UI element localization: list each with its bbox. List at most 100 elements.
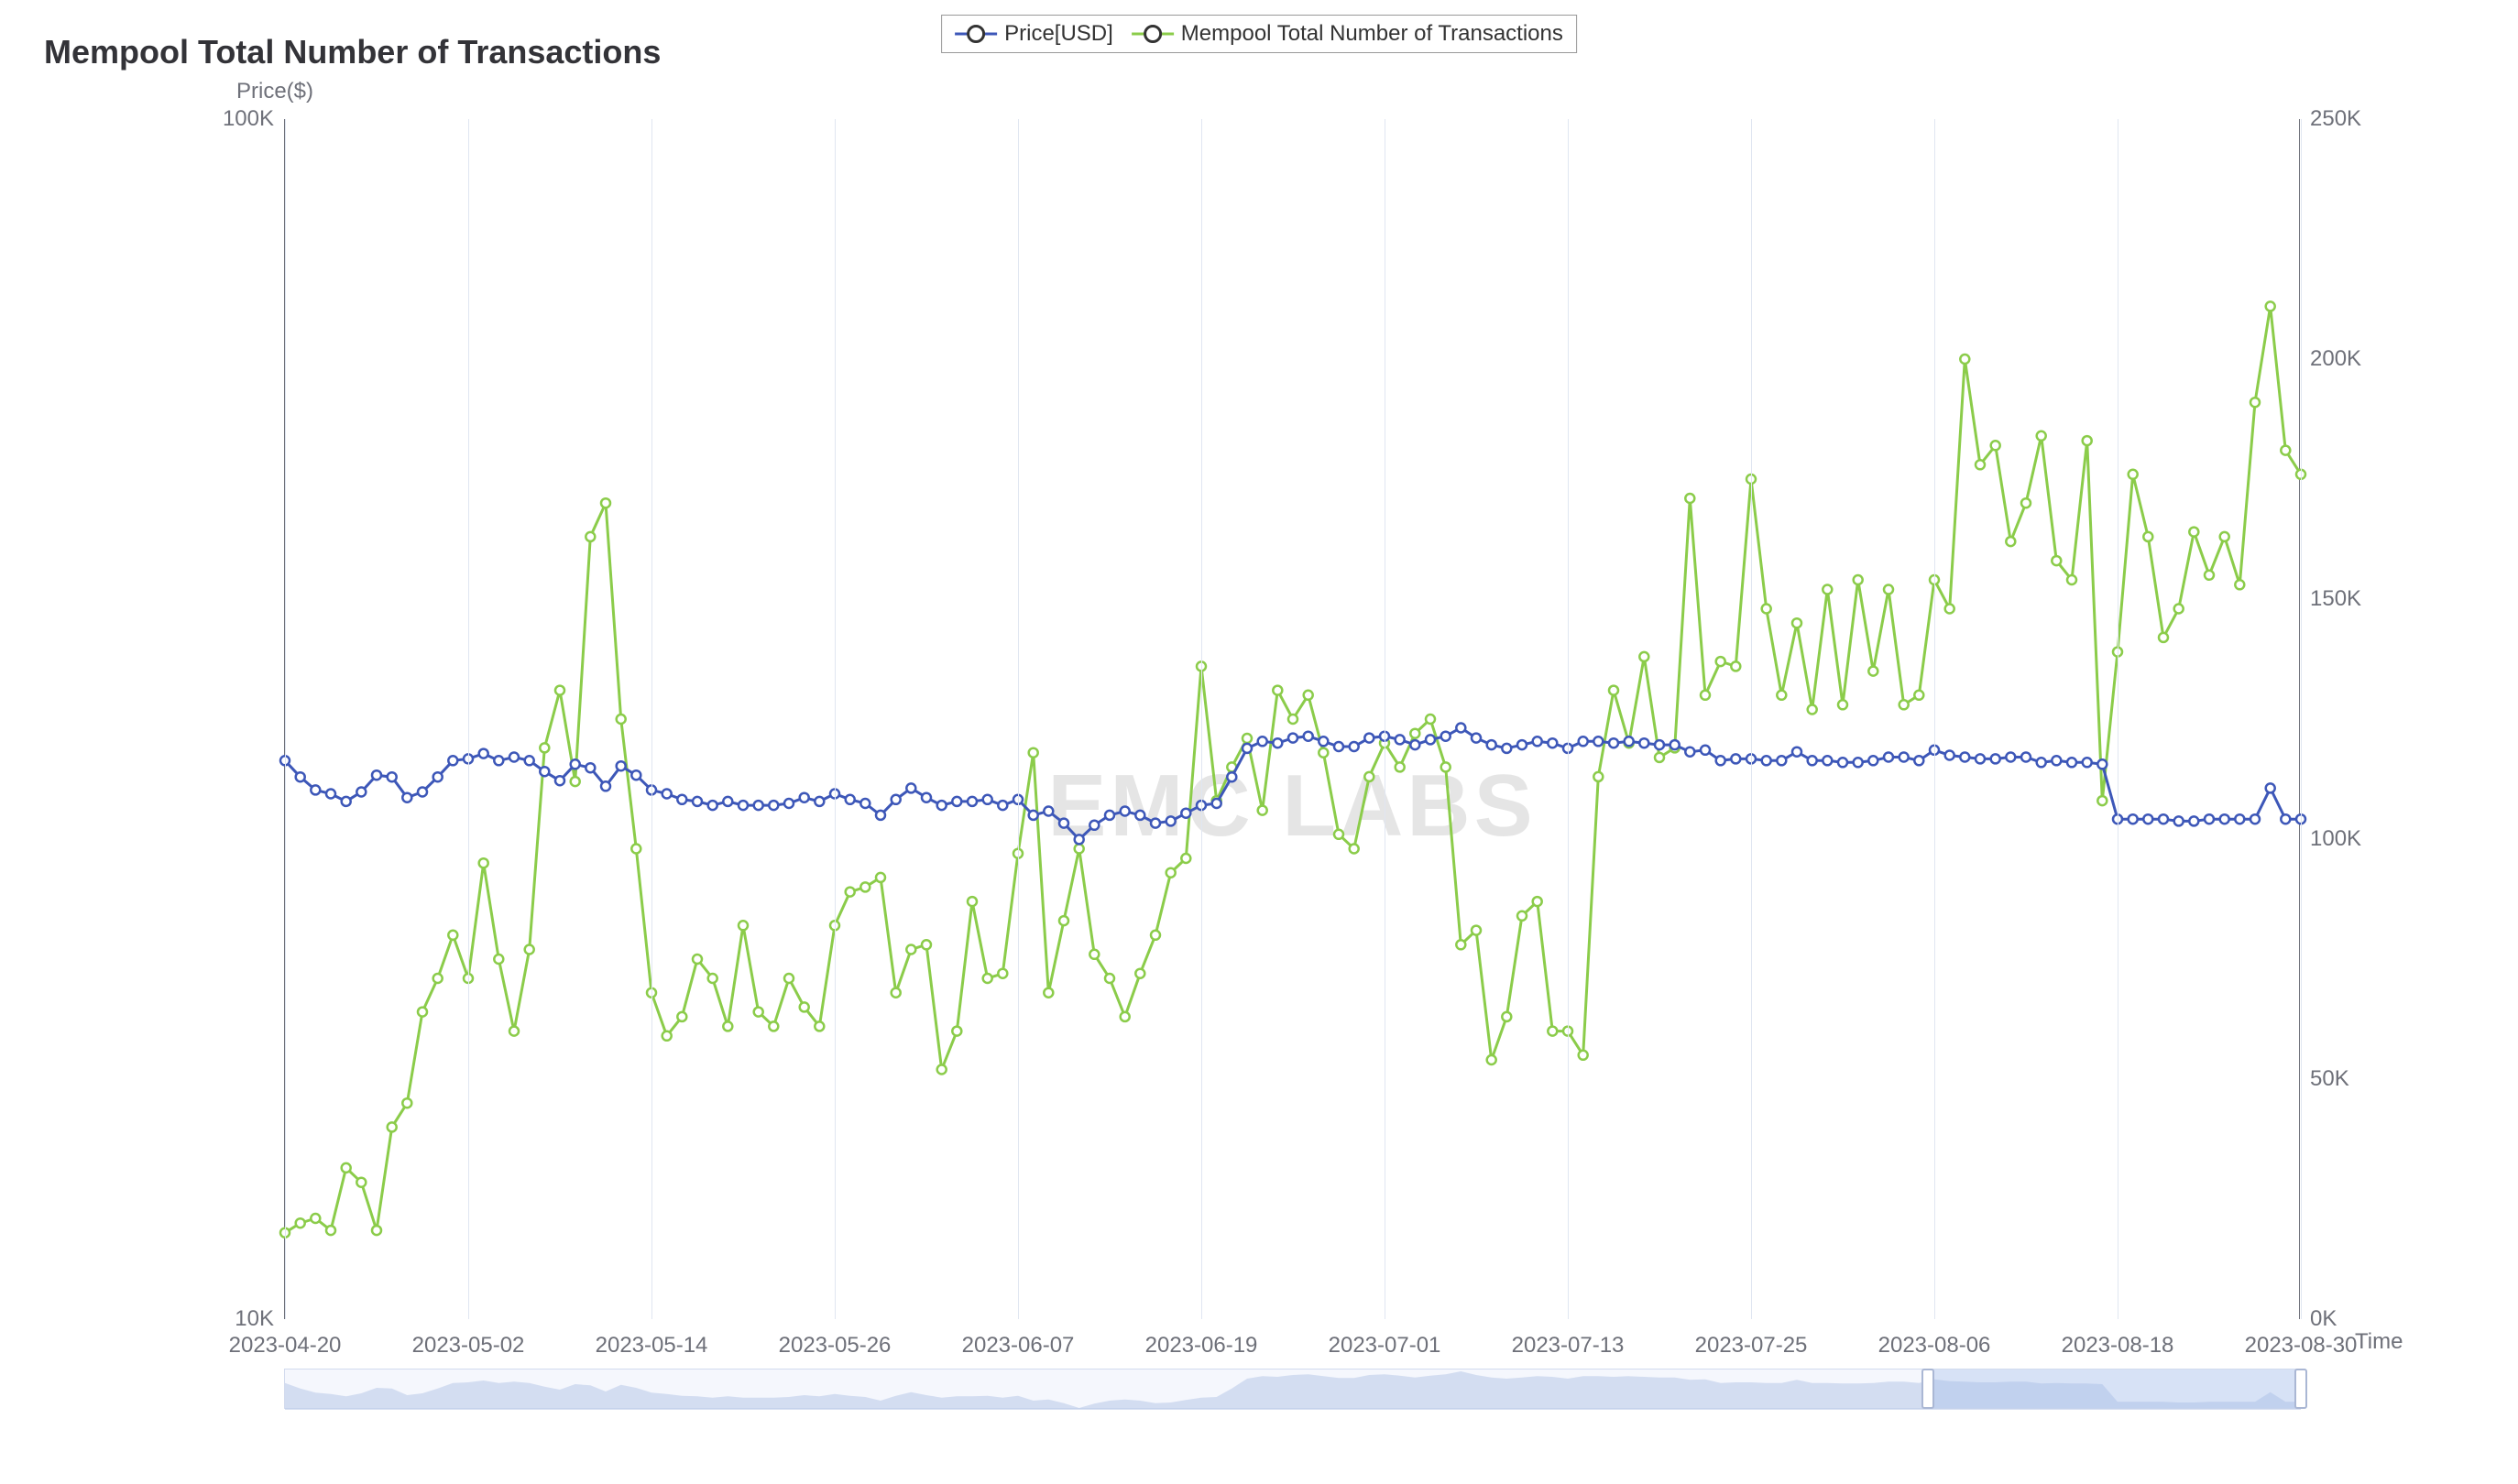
price-point[interactable] xyxy=(739,801,748,810)
price-point[interactable] xyxy=(1899,753,1909,762)
price-point[interactable] xyxy=(1685,747,1694,757)
price-point[interactable] xyxy=(784,799,794,808)
mempool-point[interactable] xyxy=(1334,830,1343,839)
mempool-point[interactable] xyxy=(601,498,610,507)
mempool-point[interactable] xyxy=(677,1012,686,1021)
price-point[interactable] xyxy=(1548,738,1557,747)
mempool-point[interactable] xyxy=(1991,441,2000,450)
mempool-point[interactable] xyxy=(892,988,901,998)
price-point[interactable] xyxy=(1868,756,1878,765)
mempool-point[interactable] xyxy=(1777,691,1786,700)
price-point[interactable] xyxy=(1151,819,1160,828)
mempool-point[interactable] xyxy=(372,1226,381,1235)
mempool-point[interactable] xyxy=(708,974,717,983)
price-point[interactable] xyxy=(2205,814,2214,824)
mempool-point[interactable] xyxy=(1823,585,1832,595)
price-point[interactable] xyxy=(1181,809,1190,818)
mempool-point[interactable] xyxy=(860,882,870,891)
mempool-point[interactable] xyxy=(479,858,488,867)
price-point[interactable] xyxy=(479,749,488,758)
price-point[interactable] xyxy=(1135,811,1144,820)
mempool-point[interactable] xyxy=(1914,691,1923,700)
mempool-point[interactable] xyxy=(1472,926,1481,935)
price-point[interactable] xyxy=(1838,758,1847,767)
price-point[interactable] xyxy=(1059,819,1068,828)
range-slider-handle-left[interactable] xyxy=(1921,1369,1934,1409)
mempool-point[interactable] xyxy=(1426,715,1435,724)
price-point[interactable] xyxy=(540,767,549,776)
mempool-point[interactable] xyxy=(356,1178,366,1187)
mempool-point[interactable] xyxy=(1487,1055,1496,1064)
price-point[interactable] xyxy=(1792,747,1801,757)
price-point[interactable] xyxy=(1777,756,1786,765)
mempool-point[interactable] xyxy=(2037,431,2046,441)
mempool-point[interactable] xyxy=(1960,355,1969,364)
mempool-point[interactable] xyxy=(723,1021,732,1031)
mempool-point[interactable] xyxy=(876,873,885,882)
mempool-point[interactable] xyxy=(815,1021,824,1031)
price-point[interactable] xyxy=(601,781,610,791)
mempool-point[interactable] xyxy=(1121,1012,1130,1021)
mempool-point[interactable] xyxy=(525,945,534,955)
mempool-point[interactable] xyxy=(998,969,1007,978)
price-point[interactable] xyxy=(1243,744,1252,753)
price-point[interactable] xyxy=(1288,734,1297,743)
mempool-point[interactable] xyxy=(1838,700,1847,709)
mempool-point[interactable] xyxy=(326,1226,335,1235)
price-point[interactable] xyxy=(311,785,320,794)
price-point[interactable] xyxy=(402,793,411,802)
mempool-point[interactable] xyxy=(2189,528,2198,537)
mempool-point[interactable] xyxy=(2281,446,2290,455)
mempool-point[interactable] xyxy=(1533,897,1542,906)
mempool-point[interactable] xyxy=(1044,988,1053,998)
price-point[interactable] xyxy=(2220,814,2229,824)
price-point[interactable] xyxy=(815,797,824,806)
price-point[interactable] xyxy=(326,790,335,799)
mempool-point[interactable] xyxy=(402,1098,411,1108)
price-point[interactable] xyxy=(617,761,626,770)
price-point[interactable] xyxy=(1639,738,1648,747)
price-point[interactable] xyxy=(1227,772,1236,781)
price-point[interactable] xyxy=(1166,816,1176,825)
price-point[interactable] xyxy=(1609,738,1618,747)
mempool-point[interactable] xyxy=(2083,436,2092,445)
mempool-point[interactable] xyxy=(2174,605,2184,614)
mempool-point[interactable] xyxy=(2250,398,2260,407)
price-point[interactable] xyxy=(1884,753,1893,762)
price-point[interactable] xyxy=(1517,740,1527,749)
price-point[interactable] xyxy=(2052,756,2061,765)
mempool-point[interactable] xyxy=(1456,940,1465,949)
mempool-point[interactable] xyxy=(983,974,992,983)
mempool-point[interactable] xyxy=(1655,753,1664,762)
mempool-point[interactable] xyxy=(800,1002,809,1011)
price-point[interactable] xyxy=(2129,814,2138,824)
price-point[interactable] xyxy=(937,801,947,810)
price-point[interactable] xyxy=(800,793,809,802)
mempool-point[interactable] xyxy=(1441,762,1451,771)
mempool-point[interactable] xyxy=(1258,806,1267,815)
mempool-point[interactable] xyxy=(1273,686,1282,695)
price-point[interactable] xyxy=(1273,738,1282,747)
price-point[interactable] xyxy=(296,772,305,781)
price-point[interactable] xyxy=(846,795,855,804)
price-point[interactable] xyxy=(433,772,443,781)
price-point[interactable] xyxy=(1914,756,1923,765)
price-point[interactable] xyxy=(2266,783,2275,792)
price-point[interactable] xyxy=(555,776,564,785)
mempool-point[interactable] xyxy=(586,532,595,541)
price-point[interactable] xyxy=(1258,737,1267,746)
mempool-point[interactable] xyxy=(769,1021,778,1031)
price-point[interactable] xyxy=(342,797,351,806)
price-point[interactable] xyxy=(2143,814,2152,824)
price-point[interactable] xyxy=(1350,742,1359,751)
mempool-point[interactable] xyxy=(1135,969,1144,978)
price-point[interactable] xyxy=(1121,807,1130,816)
price-point[interactable] xyxy=(2174,816,2184,825)
mempool-point[interactable] xyxy=(1701,691,1710,700)
mempool-point[interactable] xyxy=(1396,762,1405,771)
price-point[interactable] xyxy=(1319,737,1328,746)
mempool-point[interactable] xyxy=(1593,772,1603,781)
price-point[interactable] xyxy=(876,811,885,820)
price-point[interactable] xyxy=(1441,732,1451,741)
price-point[interactable] xyxy=(1533,737,1542,746)
